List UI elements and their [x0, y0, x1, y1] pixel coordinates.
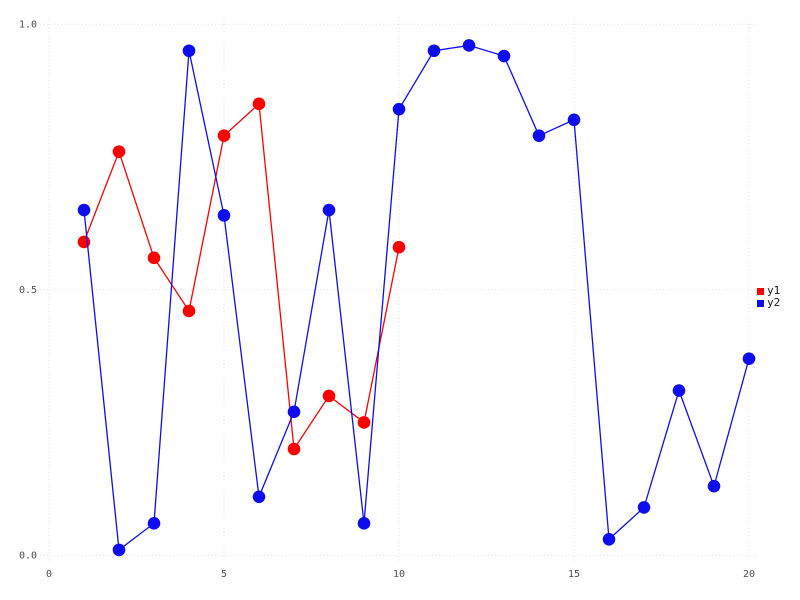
- data-point-y2: [77, 203, 91, 217]
- data-point-y2: [252, 490, 266, 504]
- data-point-y1: [392, 240, 406, 254]
- x-axis-tick-label: 0: [46, 569, 52, 580]
- data-point-y2: [322, 203, 336, 217]
- legend: y1 y2: [757, 284, 781, 309]
- data-point-y1: [112, 145, 126, 158]
- data-point-y2: [112, 543, 126, 557]
- data-point-y2: [147, 517, 161, 530]
- data-point-y1: [357, 416, 371, 429]
- data-point-y2: [742, 352, 756, 366]
- data-point-y1: [252, 97, 266, 111]
- x-axis-tick-label: 15: [568, 569, 580, 580]
- legend-label-y1: y1: [767, 284, 781, 297]
- legend-item-y2: y2: [757, 296, 781, 309]
- y-axis-tick-label: 0.5: [19, 285, 37, 296]
- data-point-y1: [217, 129, 231, 143]
- data-point-y2: [672, 384, 686, 397]
- data-point-y2: [217, 209, 231, 222]
- y-axis-tick-label: 1.0: [19, 20, 37, 31]
- data-point-y1: [287, 442, 301, 456]
- data-point-y2: [392, 102, 406, 116]
- x-axis-tick-label: 5: [221, 569, 227, 580]
- series-line-y1: [83, 102, 400, 451]
- data-point-y2: [427, 44, 441, 58]
- legend-swatch-y2: [757, 299, 764, 307]
- data-point-y1: [322, 389, 336, 403]
- data-point-y2: [567, 113, 581, 127]
- data-point-y2: [462, 39, 476, 52]
- y-axis-tick-label: 0.0: [19, 551, 37, 562]
- data-point-y2: [532, 129, 546, 143]
- data-point-y2: [602, 532, 616, 546]
- data-point-y1: [77, 235, 91, 249]
- data-point-y1: [147, 251, 161, 265]
- data-point-y2: [182, 44, 196, 58]
- x-axis-tick-label: 20: [743, 569, 755, 580]
- legend-swatch-y1: [757, 287, 764, 295]
- data-point-y2: [287, 405, 301, 419]
- data-point-y2: [497, 49, 511, 63]
- data-point-y2: [637, 501, 651, 514]
- data-point-y1: [182, 304, 196, 318]
- data-point-y2: [707, 479, 721, 493]
- data-point-y2: [357, 517, 371, 530]
- legend-item-y1: y1: [757, 284, 781, 297]
- series-line-y2: [83, 44, 750, 552]
- x-axis-tick-label: 10: [393, 569, 405, 580]
- legend-label-y2: y2: [767, 296, 781, 309]
